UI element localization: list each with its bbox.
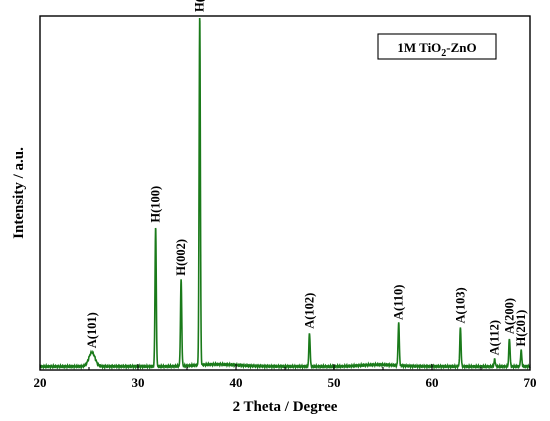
x-tick-label: 70	[524, 375, 537, 390]
series-line	[39, 18, 531, 371]
peak-label: A(112)	[488, 320, 502, 355]
peak-labels: A(101) H(100) H(002) H(101) A(102) A(110) A(10…	[85, 0, 528, 355]
peak-label: A(200)	[502, 298, 516, 334]
peak-label: A(110)	[392, 285, 406, 320]
x-tick-label: 60	[426, 375, 439, 390]
legend-box: 1M TiO2-ZnO	[377, 33, 497, 60]
peak-label: A(103)	[453, 287, 467, 323]
peak-label: H(002)	[174, 239, 188, 276]
x-tick-label: 40	[230, 375, 243, 390]
peak-label: H(101)	[193, 0, 207, 12]
peak-label: A(102)	[303, 293, 317, 329]
peak-label: A(101)	[85, 312, 99, 348]
x-tick-label: 30	[132, 375, 145, 390]
x-axis-title: 2 Theta / Degree	[233, 399, 338, 415]
x-axis-ticks: 20 30 40 50 60 70	[34, 364, 537, 390]
peak-label: H(100)	[149, 186, 163, 223]
x-tick-label: 20	[34, 375, 47, 390]
legend-label: 1M TiO2-ZnO	[397, 40, 476, 59]
y-axis-title: Intensity / a.u.	[11, 147, 27, 239]
peak-label: H(201)	[514, 310, 528, 347]
x-tick-label: 50	[328, 375, 341, 390]
